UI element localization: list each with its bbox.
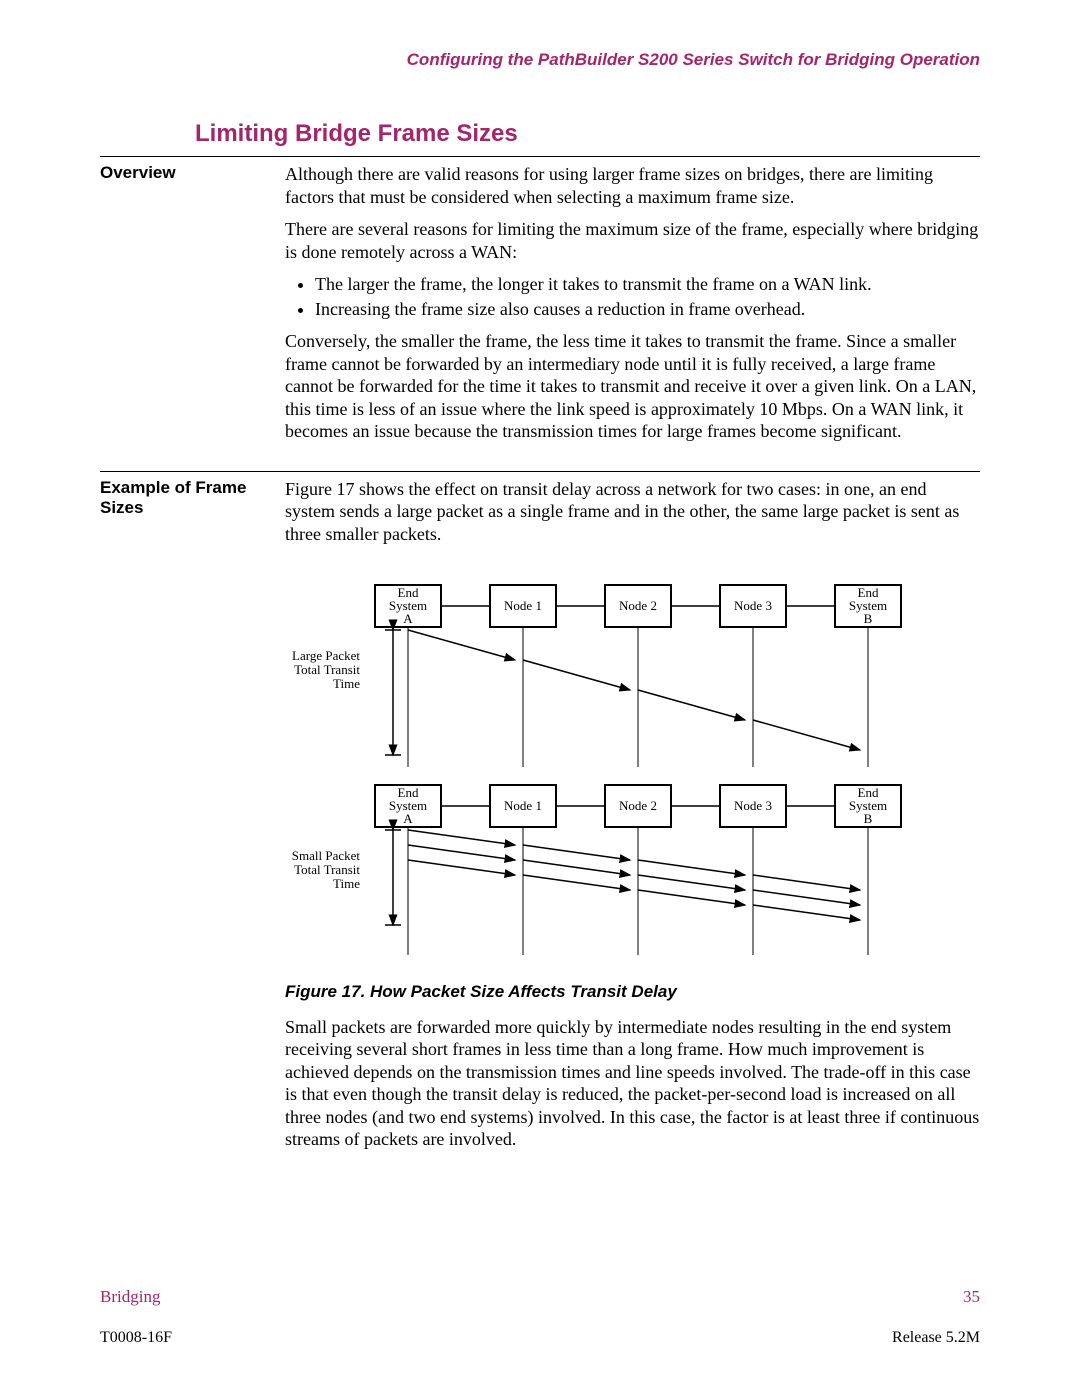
overview-p1: Although there are valid reasons for usi… (285, 163, 980, 208)
section-rule (100, 156, 980, 157)
svg-text:Node 2: Node 2 (619, 798, 657, 813)
overview-label: Overview (100, 163, 285, 453)
footer-docid: T0008-16F (100, 1329, 172, 1347)
svg-text:A: A (403, 811, 413, 826)
footer-page-number: 35 (963, 1287, 980, 1307)
overview-bullet: The larger the frame, the longer it take… (315, 273, 980, 296)
footer-release: Release 5.2M (892, 1329, 980, 1347)
overview-bullets: The larger the frame, the longer it take… (285, 273, 980, 320)
overview-p2: There are several reasons for limiting t… (285, 218, 980, 263)
svg-text:Time: Time (333, 876, 360, 891)
svg-text:Node 3: Node 3 (734, 798, 772, 813)
page-header: Configuring the PathBuilder S200 Series … (100, 50, 980, 70)
overview-p3: Conversely, the smaller the frame, the l… (285, 330, 980, 443)
svg-text:A: A (403, 611, 413, 626)
example-p2: Small packets are forwarded more quickly… (285, 1016, 980, 1151)
example-rule (100, 471, 980, 472)
example-p1: Figure 17 shows the effect on transit de… (285, 478, 980, 546)
figure-caption: Figure 17. How Packet Size Affects Trans… (285, 981, 980, 1002)
svg-text:Total Transit: Total Transit (294, 662, 360, 677)
example-label: Example of Frame Sizes (100, 478, 285, 1161)
svg-text:Node 3: Node 3 (734, 598, 772, 613)
svg-text:Node 2: Node 2 (619, 598, 657, 613)
section-title: Limiting Bridge Frame Sizes (195, 120, 980, 148)
example-body: Figure 17 shows the effect on transit de… (285, 478, 980, 1161)
svg-text:B: B (864, 811, 873, 826)
transit-delay-diagram: EndSystemANode 1Node 2Node 3EndSystemBLa… (285, 555, 925, 955)
svg-text:Small Packet: Small Packet (292, 848, 361, 863)
overview-bullet: Increasing the frame size also causes a … (315, 298, 980, 321)
svg-text:Node 1: Node 1 (504, 598, 542, 613)
svg-text:Node 1: Node 1 (504, 798, 542, 813)
footer-section: Bridging (100, 1287, 160, 1307)
svg-text:Time: Time (333, 676, 360, 691)
svg-text:Total Transit: Total Transit (294, 862, 360, 877)
svg-text:Large Packet: Large Packet (292, 648, 360, 663)
overview-body: Although there are valid reasons for usi… (285, 163, 980, 453)
svg-text:B: B (864, 611, 873, 626)
